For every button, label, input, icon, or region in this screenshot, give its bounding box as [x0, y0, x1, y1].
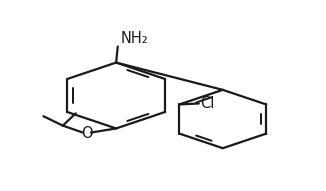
Text: O: O	[81, 126, 93, 141]
Text: NH₂: NH₂	[121, 31, 149, 46]
Text: Cl: Cl	[200, 96, 215, 111]
